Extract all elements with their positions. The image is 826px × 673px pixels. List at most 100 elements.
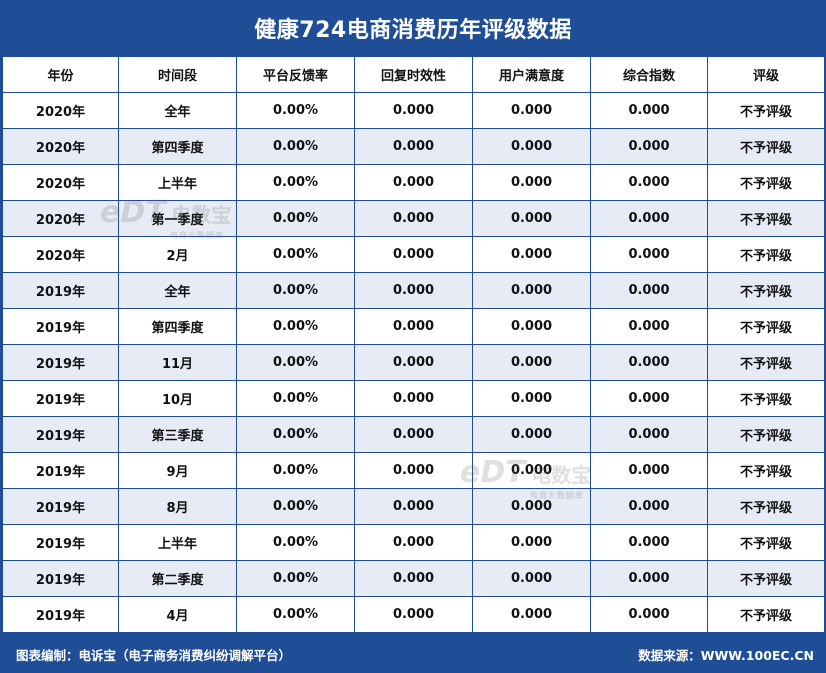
cell-feedback-rate: 0.00% [236,236,355,273]
column-header-year: 年份 [2,56,119,93]
cell-year: 2019年 [2,308,119,345]
cell-period: 第一季度 [118,200,237,237]
column-header-reply-timeliness: 回复时效性 [354,56,473,93]
footer-source: 数据来源：WWW.100EC.CN [638,648,814,663]
cell-composite-index: 0.000 [590,416,708,453]
column-header-rating: 评级 [707,56,825,93]
cell-reply-timeliness: 0.000 [354,308,473,345]
cell-user-satisfaction: 0.000 [472,200,591,237]
cell-reply-timeliness: 0.000 [354,272,473,309]
cell-user-satisfaction: 0.000 [472,560,591,597]
cell-user-satisfaction: 0.000 [472,452,591,489]
cell-year: 2019年 [2,488,119,525]
cell-rating: 不予评级 [707,200,825,237]
table-row: 2019年 10月 0.00% 0.000 0.000 0.000 不予评级 [2,380,825,417]
column-header-feedback-rate: 平台反馈率 [236,56,355,93]
cell-period: 11月 [118,344,237,381]
cell-composite-index: 0.000 [590,128,708,165]
rating-table: 年份 时间段 平台反馈率 回复时效性 用户满意度 综合指数 评级 2020年 全年… [2,56,825,633]
cell-period: 上半年 [118,164,237,201]
table-row: 2019年 全年 0.00% 0.000 0.000 0.000 不予评级 [2,272,825,309]
cell-year: 2019年 [2,596,119,633]
cell-year: 2019年 [2,380,119,417]
cell-user-satisfaction: 0.000 [472,488,591,525]
cell-year: 2019年 [2,344,119,381]
cell-year: 2020年 [2,92,119,129]
cell-rating: 不予评级 [707,164,825,201]
cell-rating: 不予评级 [707,524,825,561]
cell-feedback-rate: 0.00% [236,488,355,525]
cell-feedback-rate: 0.00% [236,380,355,417]
cell-feedback-rate: 0.00% [236,272,355,309]
cell-reply-timeliness: 0.000 [354,200,473,237]
table-row: 2019年 8月 0.00% 0.000 0.000 0.000 不予评级 [2,488,825,525]
cell-period: 4月 [118,596,237,633]
table-row: 2020年 上半年 0.00% 0.000 0.000 0.000 不予评级 [2,164,825,201]
cell-year: 2020年 [2,128,119,165]
table-body: 2020年 全年 0.00% 0.000 0.000 0.000 不予评级 2020年 第四季度… [2,92,825,633]
cell-user-satisfaction: 0.000 [472,380,591,417]
cell-composite-index: 0.000 [590,524,708,561]
cell-year: 2020年 [2,200,119,237]
cell-rating: 不予评级 [707,128,825,165]
table-row: 2019年 上半年 0.00% 0.000 0.000 0.000 不予评级 [2,524,825,561]
table-row: 2020年 全年 0.00% 0.000 0.000 0.000 不予评级 [2,92,825,129]
footer-compiler: 图表编制：电诉宝（电子商务消费纠纷调解平台） [16,648,292,663]
cell-reply-timeliness: 0.000 [354,596,473,633]
cell-rating: 不予评级 [707,488,825,525]
cell-year: 2019年 [2,452,119,489]
cell-rating: 不予评级 [707,92,825,129]
cell-composite-index: 0.000 [590,344,708,381]
cell-reply-timeliness: 0.000 [354,128,473,165]
cell-rating: 不予评级 [707,308,825,345]
table-header-row: 年份 时间段 平台反馈率 回复时效性 用户满意度 综合指数 评级 [2,56,825,93]
cell-rating: 不予评级 [707,236,825,273]
cell-year: 2019年 [2,560,119,597]
cell-year: 2019年 [2,272,119,309]
cell-rating: 不予评级 [707,272,825,309]
cell-reply-timeliness: 0.000 [354,452,473,489]
cell-reply-timeliness: 0.000 [354,92,473,129]
cell-year: 2019年 [2,524,119,561]
cell-feedback-rate: 0.00% [236,128,355,165]
cell-user-satisfaction: 0.000 [472,596,591,633]
cell-reply-timeliness: 0.000 [354,524,473,561]
cell-rating: 不予评级 [707,560,825,597]
cell-user-satisfaction: 0.000 [472,236,591,273]
cell-feedback-rate: 0.00% [236,452,355,489]
cell-rating: 不予评级 [707,596,825,633]
cell-feedback-rate: 0.00% [236,200,355,237]
cell-rating: 不予评级 [707,416,825,453]
table-row: 2020年 第一季度 0.00% 0.000 0.000 0.000 不予评级 [2,200,825,237]
cell-user-satisfaction: 0.000 [472,272,591,309]
cell-composite-index: 0.000 [590,308,708,345]
cell-composite-index: 0.000 [590,452,708,489]
table-row: 2019年 4月 0.00% 0.000 0.000 0.000 不予评级 [2,596,825,633]
cell-composite-index: 0.000 [590,488,708,525]
cell-period: 9月 [118,452,237,489]
cell-rating: 不予评级 [707,344,825,381]
cell-period: 第四季度 [118,128,237,165]
table-row: 2019年 9月 0.00% 0.000 0.000 0.000 不予评级 [2,452,825,489]
cell-period: 上半年 [118,524,237,561]
cell-rating: 不予评级 [707,380,825,417]
page-title: 健康724电商消费历年评级数据 [254,18,572,43]
cell-composite-index: 0.000 [590,200,708,237]
cell-feedback-rate: 0.00% [236,92,355,129]
column-header-composite-index: 综合指数 [590,56,708,93]
cell-reply-timeliness: 0.000 [354,236,473,273]
cell-year: 2020年 [2,164,119,201]
cell-feedback-rate: 0.00% [236,164,355,201]
cell-user-satisfaction: 0.000 [472,164,591,201]
cell-user-satisfaction: 0.000 [472,344,591,381]
cell-user-satisfaction: 0.000 [472,308,591,345]
cell-feedback-rate: 0.00% [236,596,355,633]
cell-year: 2020年 [2,236,119,273]
table-row: 2019年 11月 0.00% 0.000 0.000 0.000 不予评级 [2,344,825,381]
cell-reply-timeliness: 0.000 [354,560,473,597]
table-row: 2019年 第四季度 0.00% 0.000 0.000 0.000 不予评级 [2,308,825,345]
cell-reply-timeliness: 0.000 [354,344,473,381]
column-header-user-satisfaction: 用户满意度 [472,56,591,93]
cell-feedback-rate: 0.00% [236,308,355,345]
table-row: 2019年 第三季度 0.00% 0.000 0.000 0.000 不予评级 [2,416,825,453]
